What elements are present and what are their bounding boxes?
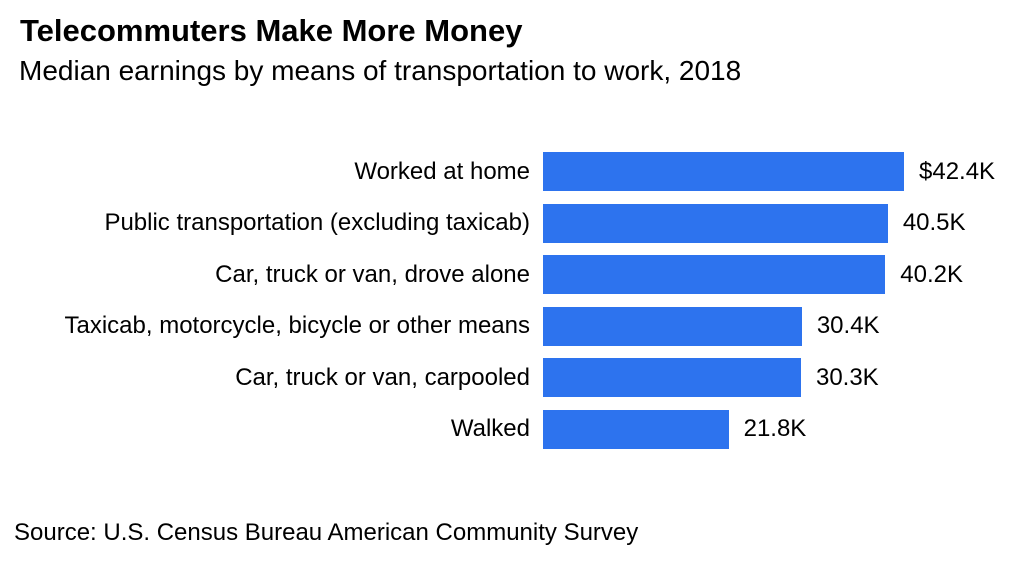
bar [543,358,801,398]
source-note: Source: U.S. Census Bureau American Comm… [14,519,639,546]
value-label: 40.5K [902,209,966,237]
bar [543,152,904,192]
value-label: 30.4K [816,312,880,340]
bar-track: 30.3K [543,358,1020,398]
bar-track: 30.4K [543,306,1020,346]
value-label: 40.2K [900,260,963,288]
chart-title: Telecommuters Make More Money [20,13,523,48]
bar-row: Walked 21.8K [0,404,1020,456]
bar-track: 40.5K [543,203,1020,243]
value-label: 21.8K [743,415,807,443]
bar-track: 21.8K [543,409,1020,449]
category-label: Car, truck or van, carpooled [235,363,530,391]
bar-row: Car, truck or van, drove alone 40.2K [0,249,1020,301]
category-label: Car, truck or van, drove alone [215,260,530,288]
bar-row: Worked at home $42.4K [0,146,1020,198]
bar [543,306,802,346]
bar [543,409,729,449]
chart-subtitle: Median earnings by means of transportati… [19,55,742,86]
category-label: Walked [450,415,530,443]
category-label: Public transportation (excluding taxicab… [104,209,530,237]
value-label: $42.4K [919,157,996,185]
category-label: Worked at home [354,157,530,185]
bar-track: 40.2K [543,255,1020,295]
bar-chart: Worked at home $42.4K Public transportatio… [0,146,1020,455]
category-label: Taxicab, motorcycle, bicycle or other me… [64,312,530,340]
bar-row: Taxicab, motorcycle, bicycle or other me… [0,301,1020,353]
bar [543,203,888,243]
bar-row: Car, truck or van, carpooled 30.3K [0,352,1020,404]
bar [543,255,886,295]
value-label: 30.3K [815,363,879,391]
bar-row: Public transportation (excluding taxicab… [0,198,1020,250]
bar-track: $42.4K [543,152,1020,192]
